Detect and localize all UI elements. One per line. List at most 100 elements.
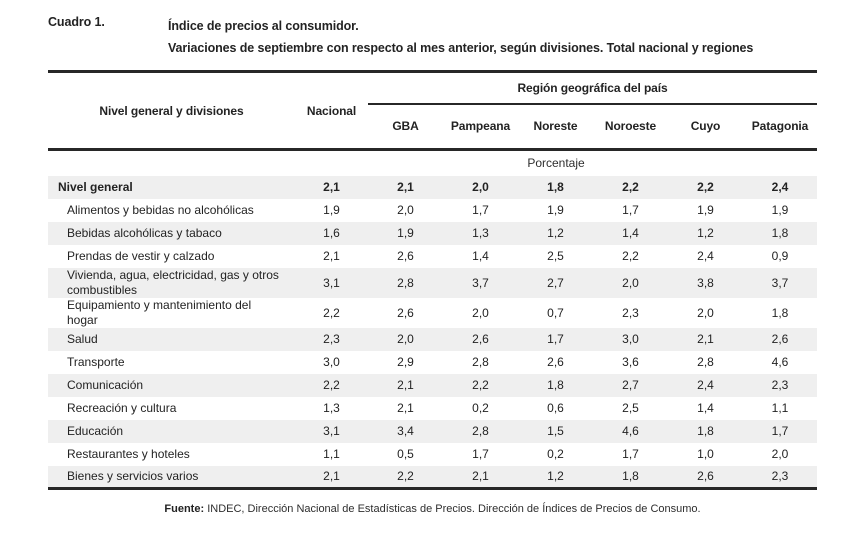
value-cell: 2,8 [472,355,489,369]
value-cell: 1,2 [547,469,564,484]
table-title-block: Cuadro 1. Índice de precios al consumido… [48,15,828,59]
table-row: Restaurantes y hoteles 1,1 0,5 1,7 0,2 1,7 1,0… [48,443,817,466]
value-cell: 1,7 [472,203,489,217]
value-cell: 3,8 [697,275,714,290]
value-cell: 4,6 [771,355,789,369]
table-row: Recreación y cultura 1,3 2,1 0,2 0,6 2,5 1,4 1,… [48,397,817,420]
value-cell: 2,6 [397,305,414,320]
row-label: Recreación y cultura [67,400,177,415]
row-label: Comunicación [67,377,144,392]
value-cell: 2,1 [397,401,414,415]
value-cell: 2,7 [622,378,639,392]
value-cell: 1,7 [472,447,489,461]
value-cell: 1,9 [547,203,564,217]
row-label: Alimentos y bebidas no alcohólicas [67,202,254,217]
value-cell: 2,1 [323,249,340,263]
value-cell: 2,0 [472,180,489,194]
value-cell: 0,7 [547,305,564,320]
row-label: Prendas de vestir y calzado [67,248,215,263]
row-label: Salud [67,331,98,346]
value-cell: 2,1 [323,180,340,194]
value-cell: 1,1 [771,401,789,415]
value-cell: 1,9 [397,226,414,240]
value-cell: 2,1 [323,469,340,484]
value-cell: 0,2 [472,401,489,415]
value-cell: 1,7 [622,447,639,461]
value-cell: 2,0 [397,203,414,217]
value-cell: 2,2 [323,378,340,392]
table-title-lines: Índice de precios al consumidor. Variaci… [168,15,753,59]
table-row: Transporte 3,0 2,9 2,8 2,6 3,6 2,8 4,6 [48,351,817,374]
value-cell: 1,2 [547,226,564,240]
row-label: Equipamiento y mantenimiento del hogar [67,297,252,327]
value-cell: 1,4 [697,401,714,415]
table-row: Salud 2,3 2,0 2,6 1,7 3,0 2,1 2,6 [48,327,818,351]
value-cell: 2,2 [622,180,639,194]
value-cell: 1,9 [323,203,340,217]
value-cell: 2,5 [622,401,639,415]
value-cell: 1,7 [622,203,639,217]
value-cell: 2,4 [771,180,789,194]
column-header-noroeste: Noroeste [604,119,657,134]
row-label: Vivienda, agua, electricidad, gas y otro… [67,267,279,297]
row-label: Restaurantes y hoteles [67,446,190,461]
table-row: Prendas de vestir y calzado 2,1 2,6 1,4 2,5 2… [48,245,817,268]
value-cell: 2,2 [697,180,714,194]
table-row: Equipamiento y mantenimiento del hogar 2,… [48,298,817,328]
value-cell: 2,6 [472,332,489,346]
value-cell: 2,2 [622,249,639,263]
value-cell: 2,2 [323,305,340,320]
table-row: Bebidas alcohólicas y tabaco 1,6 1,9 1,3 1,2… [48,221,818,245]
value-cell: 1,8 [771,305,789,320]
column-header-cuyo: Cuyo [690,119,721,134]
value-cell: 2,6 [397,249,414,263]
row-label: Bienes y servicios varios [67,468,199,483]
value-cell: 1,3 [323,401,340,415]
value-cell: 2,9 [397,355,414,369]
source-text: INDEC, Dirección Nacional de Estadística… [204,503,701,515]
value-cell: 2,6 [547,355,564,369]
value-cell: 1,4 [472,249,489,263]
value-cell: 2,3 [622,305,639,320]
table-row: Comunicación 2,2 2,1 2,2 1,8 2,7 2,4 2,3 [48,373,818,397]
unit-label: Porcentaje [527,156,585,171]
value-cell: 0,2 [547,447,564,461]
column-header-noreste: Noreste [533,119,578,134]
value-cell: 1,0 [697,447,714,461]
value-cell: 1,1 [323,447,340,461]
value-cell: 3,1 [323,275,340,290]
value-cell: 2,4 [697,378,714,392]
value-cell: 2,1 [397,378,414,392]
region-group-header: Región geográfica del país [368,71,818,105]
value-cell: 2,2 [397,469,414,484]
column-header-nacional: Nacional [306,103,357,118]
cpi-variations-table: Nivel general y divisiones Nacional Regi… [48,70,818,490]
value-cell: 2,3 [771,469,789,484]
value-cell: 2,0 [472,305,489,320]
value-cell: 1,9 [697,203,714,217]
value-cell: 1,8 [697,424,714,438]
value-cell: 3,7 [771,275,789,290]
table-body: Porcentaje Nivel general 2,1 2,1 2,0 1,8 2,2 2… [48,150,818,489]
unit-row-spacer [48,150,295,176]
cuadro-number-label: Cuadro 1. [48,15,105,29]
region-names-row: GBA Pampeana Noreste Noroeste Cuyo Patagonia [48,104,817,150]
value-cell: 3,6 [622,355,639,369]
row-label: Transporte [67,354,125,369]
value-cell: 2,6 [697,469,714,484]
value-cell: 2,7 [547,275,564,290]
column-header-divisions: Nivel general y divisiones [99,103,244,118]
value-cell: 2,0 [771,447,789,461]
value-cell: 1,8 [771,226,789,240]
table-row: Bienes y servicios varios 2,1 2,2 2,1 1,2 1,8… [48,465,818,489]
value-cell: 3,0 [622,332,639,346]
value-cell: 1,8 [547,378,564,392]
value-cell: 1,7 [547,332,564,346]
column-header-patagonia: Patagonia [751,119,809,134]
table-title-line2: Variaciones de septiembre con respecto a… [168,41,754,55]
table-title-line1: Índice de precios al consumidor. [168,19,359,33]
source-note: Fuente: INDEC, Dirección Nacional de Est… [48,503,817,515]
table-row: Vivienda, agua, electricidad, gas y otro… [48,267,818,298]
value-cell: 2,3 [771,378,789,392]
